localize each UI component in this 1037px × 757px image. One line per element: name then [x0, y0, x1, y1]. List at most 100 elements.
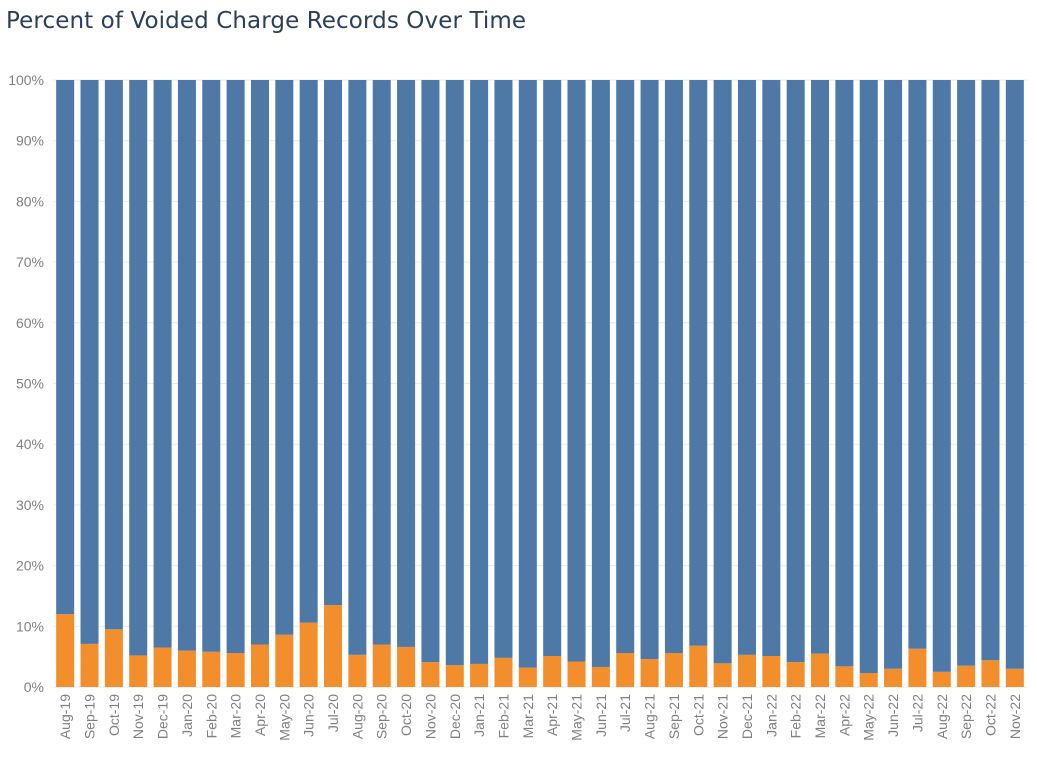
bar-not-voided[interactable] [981, 80, 1000, 661]
bar-voided[interactable] [543, 656, 562, 687]
bar-voided[interactable] [56, 614, 75, 687]
bar-voided[interactable] [567, 661, 586, 687]
bar-voided[interactable] [226, 653, 245, 687]
bar-voided[interactable] [348, 654, 367, 687]
bar-not-voided[interactable] [348, 80, 367, 655]
bar-voided[interactable] [299, 622, 318, 687]
bar-not-voided[interactable] [737, 80, 756, 655]
bar-not-voided[interactable] [324, 80, 343, 606]
x-tick-label: Feb-20 [203, 694, 219, 739]
x-tick-label: Aug-19 [57, 694, 73, 739]
bar-voided[interactable] [932, 671, 951, 687]
bar-not-voided[interactable] [494, 80, 513, 658]
x-tick-label: Jul-20 [325, 694, 341, 732]
bar-not-voided[interactable] [713, 80, 732, 664]
bar-not-voided[interactable] [884, 80, 903, 669]
bar-not-voided[interactable] [372, 80, 391, 645]
y-axis: 0% 10% 20% 30% 40% 50% 60% 70% 80% 90% 100% [8, 72, 44, 695]
bar-voided[interactable] [104, 629, 123, 687]
bars [56, 80, 1024, 687]
bar-not-voided[interactable] [153, 80, 172, 648]
y-tick-label: 20% [16, 558, 44, 574]
bar-not-voided[interactable] [859, 80, 878, 674]
bar-voided[interactable] [640, 659, 659, 687]
bar-voided[interactable] [397, 646, 416, 687]
bar-not-voided[interactable] [80, 80, 99, 644]
bar-voided[interactable] [591, 666, 610, 687]
bar-voided[interactable] [470, 663, 489, 687]
bar-voided[interactable] [324, 605, 343, 687]
bar-voided[interactable] [835, 666, 854, 687]
bar-not-voided[interactable] [689, 80, 708, 646]
bar-not-voided[interactable] [616, 80, 635, 654]
x-tick-label: Jan-21 [471, 694, 487, 737]
bar-not-voided[interactable] [786, 80, 805, 663]
bar-not-voided[interactable] [202, 80, 221, 652]
bar-not-voided[interactable] [640, 80, 659, 660]
bar-voided[interactable] [80, 643, 99, 687]
bar-voided[interactable] [981, 660, 1000, 687]
bar-not-voided[interactable] [177, 80, 196, 651]
y-tick-label: 80% [16, 193, 44, 209]
bar-not-voided[interactable] [397, 80, 416, 647]
bar-not-voided[interactable] [908, 80, 927, 649]
bar-not-voided[interactable] [835, 80, 854, 667]
gridlines [53, 79, 1027, 688]
bar-voided[interactable] [445, 665, 464, 687]
bar-not-voided[interactable] [591, 80, 610, 667]
bar-voided[interactable] [129, 655, 148, 687]
bar-voided[interactable] [372, 644, 391, 687]
bar-not-voided[interactable] [811, 80, 830, 654]
bar-not-voided[interactable] [957, 80, 976, 666]
bar-not-voided[interactable] [104, 80, 123, 630]
bar-voided[interactable] [762, 656, 781, 687]
bar-not-voided[interactable] [932, 80, 951, 672]
bar-not-voided[interactable] [445, 80, 464, 666]
x-tick-label: Jun-20 [301, 694, 317, 737]
bar-not-voided[interactable] [518, 80, 537, 668]
bar-voided[interactable] [275, 634, 294, 687]
bar-not-voided[interactable] [299, 80, 318, 623]
bar-voided[interactable] [177, 650, 196, 687]
bar-not-voided[interactable] [129, 80, 148, 656]
bar-voided[interactable] [1005, 668, 1024, 687]
bar-voided[interactable] [811, 653, 830, 687]
bar-voided[interactable] [518, 667, 537, 687]
bar-voided[interactable] [859, 673, 878, 687]
bar-voided[interactable] [737, 654, 756, 687]
bar-not-voided[interactable] [275, 80, 294, 635]
bar-not-voided[interactable] [567, 80, 586, 662]
bar-voided[interactable] [786, 662, 805, 687]
bar-not-voided[interactable] [1005, 80, 1024, 669]
bar-not-voided[interactable] [543, 80, 562, 657]
x-tick-label: Jul-22 [909, 694, 925, 732]
bar-voided[interactable] [202, 651, 221, 687]
x-tick-label: Aug-20 [349, 694, 365, 739]
x-tick-label: Nov-20 [422, 694, 438, 739]
bar-voided[interactable] [616, 653, 635, 687]
bar-not-voided[interactable] [56, 80, 75, 615]
bar-voided[interactable] [713, 663, 732, 687]
y-tick-label: 90% [16, 133, 44, 149]
bar-voided[interactable] [957, 665, 976, 687]
x-tick-label: Feb-22 [788, 694, 804, 739]
bar-voided[interactable] [884, 668, 903, 687]
bar-voided[interactable] [153, 647, 172, 687]
bar-not-voided[interactable] [664, 80, 683, 654]
bar-not-voided[interactable] [470, 80, 489, 664]
x-tick-label: Oct-19 [106, 694, 122, 736]
bar-voided[interactable] [664, 653, 683, 687]
bar-voided[interactable] [421, 662, 440, 687]
bar-voided[interactable] [689, 645, 708, 687]
bar-voided[interactable] [250, 644, 269, 687]
bar-not-voided[interactable] [421, 80, 440, 663]
x-tick-label: Mar-21 [520, 694, 536, 739]
x-tick-label: Dec-19 [155, 694, 171, 739]
bar-not-voided[interactable] [250, 80, 269, 645]
x-tick-label: Aug-21 [642, 694, 658, 739]
bar-not-voided[interactable] [226, 80, 245, 654]
bar-not-voided[interactable] [762, 80, 781, 657]
bar-voided[interactable] [908, 648, 927, 687]
bar-voided[interactable] [494, 657, 513, 687]
